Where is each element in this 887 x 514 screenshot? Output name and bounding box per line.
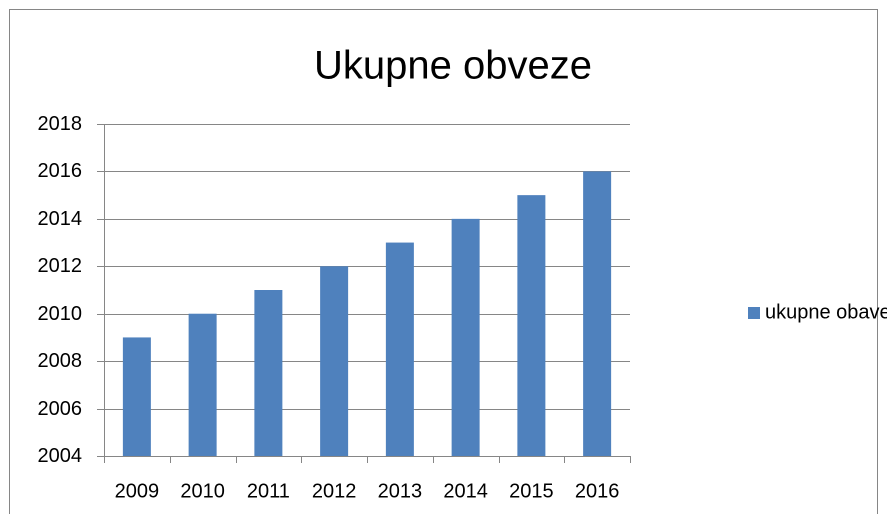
x-tick-label: 2009 — [115, 480, 160, 502]
x-tick-label: 2014 — [443, 480, 488, 502]
y-tick-label: 2008 — [38, 350, 83, 372]
x-tick-label: 2012 — [312, 480, 357, 502]
chart-border — [9, 9, 878, 514]
y-tick-label: 2004 — [38, 445, 83, 467]
y-tick-label: 2006 — [38, 398, 83, 420]
chart-title: Ukupne obveze — [314, 44, 592, 88]
bar — [583, 171, 612, 456]
x-tick-label: 2015 — [509, 480, 554, 502]
bar — [188, 313, 217, 456]
y-tick-label: 2016 — [38, 160, 83, 182]
x-tick-label: 2011 — [247, 480, 290, 502]
bar — [385, 242, 414, 456]
x-tick-label: 2016 — [575, 480, 620, 502]
bar — [122, 337, 151, 456]
x-tick-label: 2010 — [180, 480, 225, 502]
y-tick-label: 2010 — [38, 303, 83, 325]
bar — [451, 218, 480, 456]
legend-label: ukupne obaveze — [765, 301, 887, 323]
bar — [320, 266, 349, 456]
y-tick-label: 2018 — [38, 113, 83, 135]
y-tick-label: 2012 — [38, 255, 83, 277]
bar — [254, 290, 283, 456]
legend-swatch — [748, 307, 760, 319]
y-tick-label: 2014 — [38, 208, 83, 230]
x-tick-label: 2013 — [378, 480, 423, 502]
bar — [517, 195, 546, 456]
